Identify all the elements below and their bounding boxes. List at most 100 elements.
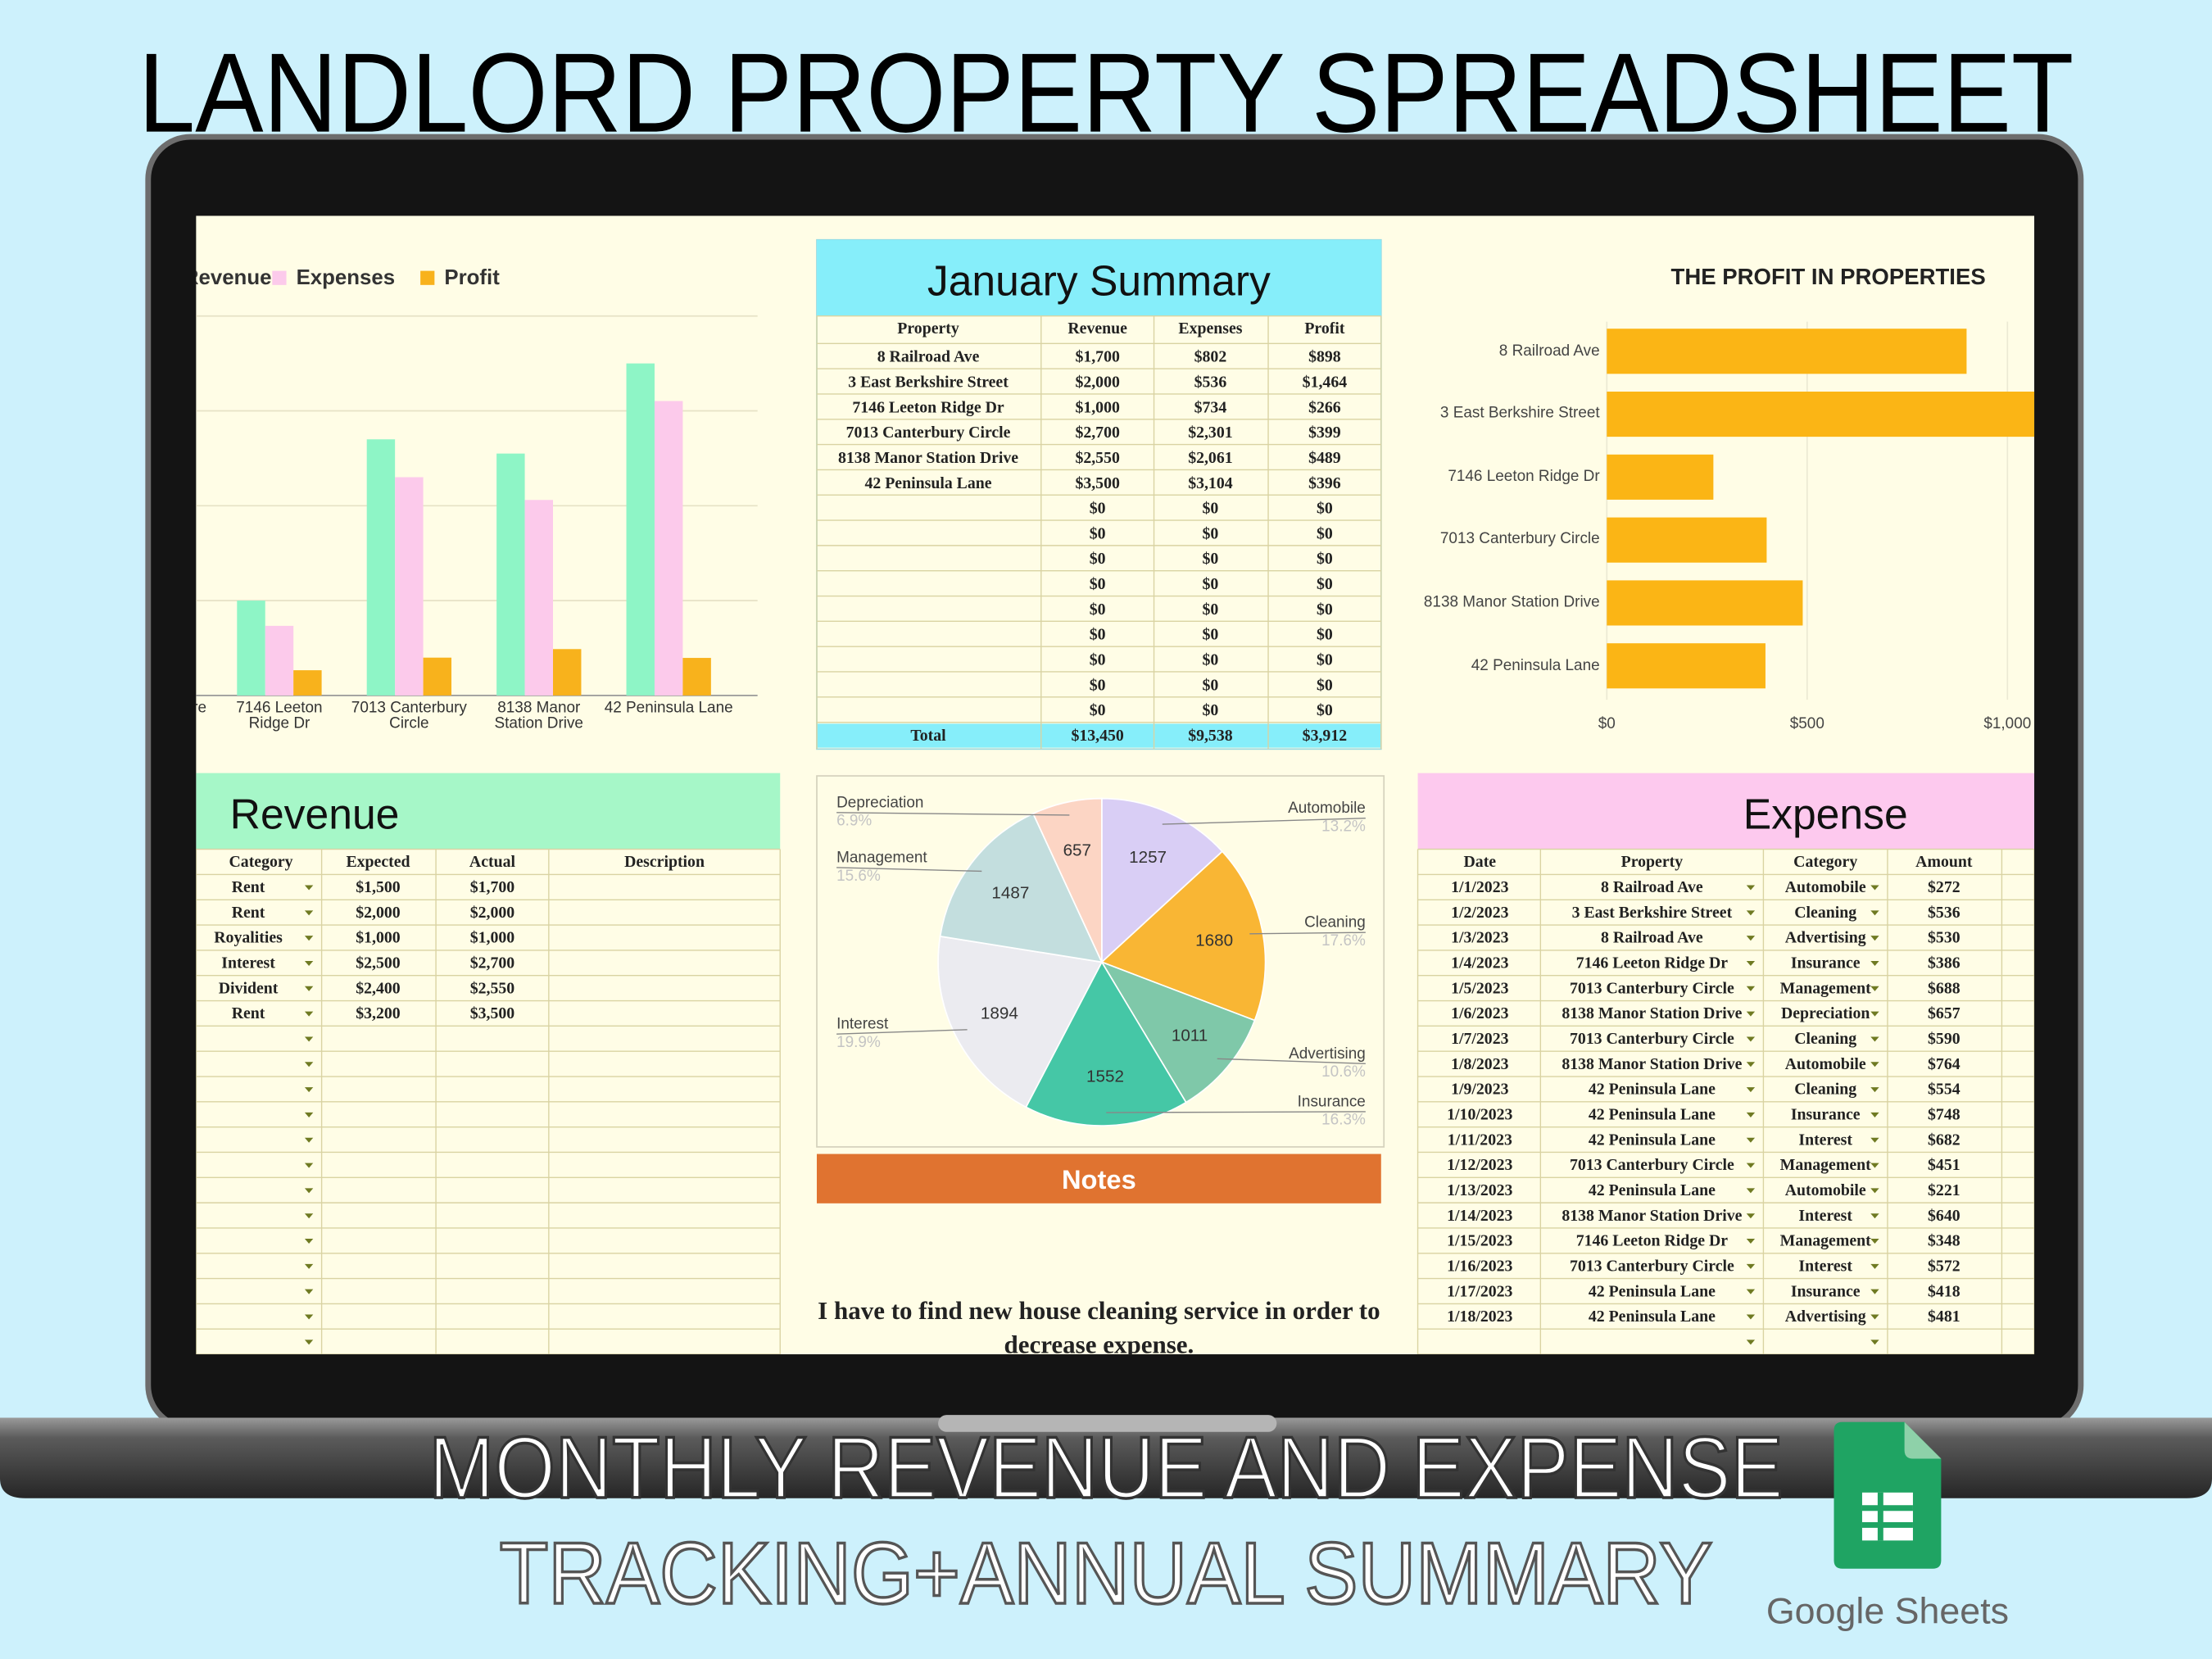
cell: $657 (1928, 1004, 1960, 1022)
pie-slice (1100, 850, 1267, 1022)
cell: $1,500 (356, 878, 401, 896)
x-tick-label-box: 42 Peninsula Lane (605, 701, 733, 716)
cell: 42 Peninsula Lane (1589, 1081, 1716, 1099)
dropdown-arrow (1870, 910, 1879, 916)
cell: Cleaning (1794, 1030, 1856, 1048)
slice-percent: 17.6% (1321, 932, 1366, 950)
dropdown-arrow (1746, 1087, 1756, 1093)
laptop-base (0, 1417, 2212, 1498)
dropdown-arrow (1870, 885, 1879, 891)
pie-slice (939, 812, 1104, 963)
dropdown-arrow (1870, 1188, 1879, 1194)
cell: $0 (1317, 676, 1333, 694)
bar (1607, 643, 1766, 689)
cell: Rent (232, 1004, 265, 1022)
dropdown-arrow (1746, 1263, 1756, 1269)
cell: Interest (1798, 1207, 1852, 1225)
cell: $3,104 (1188, 474, 1233, 492)
cell: 1/14/2023 (1447, 1207, 1512, 1225)
cell: $2,550 (470, 979, 515, 997)
cell: $489 (1308, 449, 1341, 467)
slice-name: Cleaning (1304, 914, 1366, 931)
cell: $2,550 (1075, 449, 1120, 467)
legend-swatch (420, 270, 435, 285)
cell: $0 (1317, 651, 1333, 669)
cell: $764 (1928, 1055, 1960, 1073)
footer-line2: TRACKING+ANNUAL SUMMARY (500, 1524, 1713, 1622)
dropdown-arrow (1746, 1289, 1756, 1294)
cell: 1/13/2023 (1447, 1181, 1512, 1199)
cell: $0 (1203, 601, 1219, 619)
dropdown-arrow (304, 1289, 314, 1294)
cell: $802 (1194, 348, 1227, 366)
slice-percent: 16.3% (1321, 1112, 1366, 1129)
dropdown-arrow (304, 1213, 314, 1219)
total-cell: $9,538 (1188, 727, 1233, 745)
x-tick-label: 7146 Leeton Ridge Dr (236, 700, 323, 732)
dropdown-arrow (1746, 1188, 1756, 1194)
cell: 1/6/2023 (1451, 1004, 1508, 1022)
cell: $386 (1928, 954, 1960, 972)
cell: Insurance (1791, 1282, 1861, 1300)
cell: $1,000 (470, 929, 515, 947)
column-header: Expected (346, 853, 410, 871)
slice-value: 657 (1063, 841, 1091, 859)
x-tick-label-box: 3 East Berkshire Street (196, 701, 206, 716)
cell: $0 (1090, 651, 1106, 669)
cell: Automobile (1785, 1181, 1866, 1199)
brand-label: Google Sheets (1766, 1590, 2009, 1631)
slice-name: Advertising (1289, 1045, 1366, 1063)
slice-name: Interest (836, 1016, 889, 1033)
cell: $418 (1928, 1282, 1960, 1300)
cell: 1/7/2023 (1451, 1030, 1508, 1048)
column-header: Category (1793, 853, 1857, 871)
cell: 7013 Canterbury Circle (1570, 1257, 1734, 1275)
leader-line (1106, 1111, 1366, 1113)
cell: $266 (1308, 398, 1341, 416)
bar (366, 439, 396, 696)
cell: 1/12/2023 (1447, 1156, 1512, 1174)
slice-value: 1257 (1129, 848, 1167, 867)
column-header: Property (1621, 853, 1684, 871)
bar (1607, 580, 1803, 626)
cell: Interest (1798, 1131, 1852, 1149)
y-tick-label-box: 7013 Canterbury Circle (1440, 532, 1600, 547)
dropdown-arrow (304, 986, 314, 991)
dropdown-arrow (304, 1339, 314, 1345)
footer-line1: MONTHLY REVENUE AND EXPENSE (428, 1418, 1783, 1516)
cell: $554 (1928, 1081, 1960, 1099)
bar (496, 453, 525, 696)
bar (682, 658, 711, 696)
y-tick-label: 8 Railroad Ave (1498, 342, 1600, 360)
dropdown-arrow (1746, 1163, 1756, 1168)
y-tick-label-box: 8 Railroad Ave (1498, 342, 1600, 360)
cell: 7013 Canterbury Circle (1570, 1156, 1734, 1174)
slice-value: 1680 (1195, 931, 1233, 950)
cell: $3,500 (1075, 474, 1120, 492)
cell: 1/2/2023 (1451, 904, 1508, 922)
cell: $0 (1317, 626, 1333, 644)
total-cell: $13,450 (1071, 727, 1123, 745)
cell: $590 (1928, 1030, 1960, 1048)
cell: $0 (1203, 500, 1219, 518)
column-header: Expenses (1178, 320, 1242, 338)
pie-slice (1100, 797, 1224, 964)
x-tick-label-box: 7146 Leeton Ridge Dr (236, 700, 323, 732)
dropdown-arrow (1870, 1087, 1879, 1093)
cell: $2,400 (356, 979, 401, 997)
leader-line (1249, 931, 1366, 935)
cell: $0 (1090, 500, 1106, 518)
summary-title: January Summary (927, 257, 1271, 305)
cell: $2,500 (356, 954, 401, 972)
cell: $0 (1090, 524, 1106, 542)
cell: $481 (1928, 1308, 1960, 1326)
cell: 8 Railroad Ave (1601, 929, 1703, 947)
slice-percent: 10.6% (1321, 1063, 1366, 1081)
y-tick-label: 8138 Manor Station Drive (1423, 593, 1600, 611)
cell: $536 (1194, 373, 1227, 391)
cell: $1,000 (1075, 398, 1120, 416)
revenue-title-band (196, 773, 781, 850)
cell: $0 (1317, 550, 1333, 568)
dropdown-arrow (304, 885, 314, 891)
